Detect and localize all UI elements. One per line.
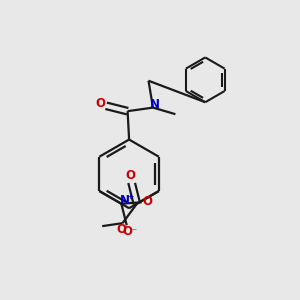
Text: O: O <box>126 169 136 182</box>
Text: O: O <box>117 223 127 236</box>
Text: N: N <box>149 98 160 111</box>
Text: O: O <box>142 195 153 208</box>
Text: O: O <box>95 97 105 110</box>
Text: O: O <box>123 225 133 238</box>
Text: +: + <box>127 192 134 201</box>
Text: ⁻: ⁻ <box>132 227 137 237</box>
Text: N: N <box>120 194 130 207</box>
